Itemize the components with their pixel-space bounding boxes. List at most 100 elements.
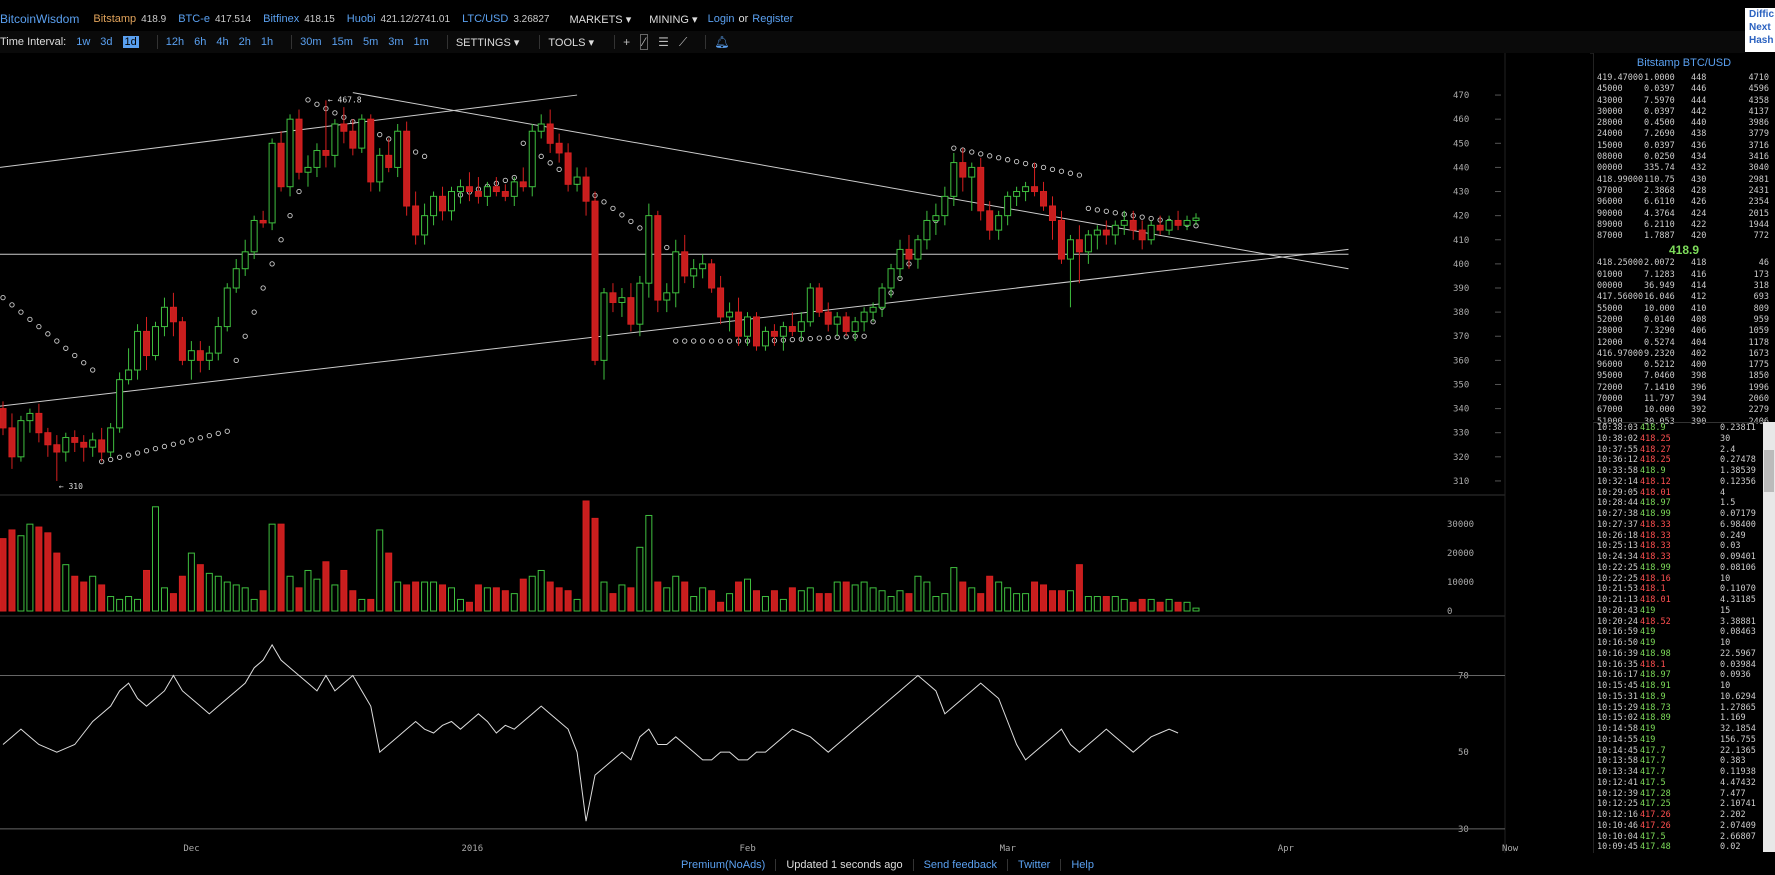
ticker-4-exchange[interactable]: LTC/USD: [462, 13, 509, 25]
sar-dot: [296, 188, 302, 195]
order-book-row: 24000 7.2690 438 3779: [1594, 129, 1774, 140]
fibonacci-icon[interactable]: ⟋: [678, 34, 688, 49]
trade-price: 417.7: [1640, 745, 1666, 756]
candle-body: [89, 439, 97, 448]
candle-body: [941, 195, 949, 217]
candle-body: [1013, 191, 1021, 197]
trades-scrollbar[interactable]: [1763, 422, 1775, 852]
help-link[interactable]: Help: [1060, 859, 1104, 871]
volume-bar: [645, 514, 653, 612]
settings-menu[interactable]: SETTINGS ▾: [455, 36, 520, 49]
register-link[interactable]: Register: [752, 13, 794, 25]
interval-1h[interactable]: 1h: [260, 36, 274, 48]
level-cell: 424: [1691, 208, 1707, 219]
trade-time: 10:16:39: [1597, 648, 1638, 659]
sar-dot: [152, 445, 159, 452]
trade-amount: 0.11938: [1720, 767, 1756, 777]
alarm-bell-icon[interactable]: 🔔︎: [714, 35, 730, 49]
interval-4h[interactable]: 4h: [216, 36, 229, 48]
candle-body: [412, 205, 420, 236]
trade-row: 10:16:35 418.1 0.03984: [1594, 660, 1764, 671]
amount-cell: 0.0397: [1644, 106, 1675, 117]
interval-2h[interactable]: 2h: [238, 36, 251, 48]
ticker-2-exchange[interactable]: Bitfinex: [263, 13, 300, 25]
difficulty-box[interactable]: Diffic Next Hash: [1745, 8, 1775, 52]
interval-3d[interactable]: 3d: [100, 36, 113, 48]
ticker-3-exchange[interactable]: Huobi: [346, 13, 376, 25]
price-cell: 12000: [1597, 337, 1623, 348]
premium-link[interactable]: Premium(NoAds): [681, 859, 766, 871]
volume-bar: [1066, 590, 1074, 612]
sar-dot: [996, 155, 1002, 161]
candle-body: [1093, 229, 1101, 236]
hash-label: Hash: [1749, 35, 1774, 46]
trendline: [0, 248, 1349, 407]
ticker-0-exchange[interactable]: Bitstamp: [93, 13, 137, 25]
trade-price: 417.7: [1640, 756, 1666, 767]
sar-dot: [81, 360, 87, 366]
scrollbar-thumb[interactable]: [1764, 450, 1774, 492]
candle-body: [80, 441, 88, 448]
top-bar: BitcoinWisdom Bitstamp 418.9 BTC-e 417.514 B…: [0, 8, 1745, 30]
candle-body: [169, 306, 177, 323]
trade-price: 419: [1640, 734, 1656, 745]
sar-dot: [412, 149, 419, 155]
level-cell: 440: [1691, 118, 1707, 129]
trade-time: 10:15:31: [1597, 691, 1638, 702]
volume-bar: [1165, 598, 1173, 612]
volume-bar: [376, 529, 384, 612]
order-book: Bitstamp BTC/USD 419.47000 1.0000 448 4710 4…: [1593, 53, 1774, 427]
interval-15m[interactable]: 15m: [331, 36, 353, 48]
crosshair-icon[interactable]: +: [623, 35, 631, 49]
tools-menu[interactable]: TOOLS ▾: [548, 36, 595, 49]
price-tick-label: 350: [1453, 380, 1469, 390]
ticker-1-exchange[interactable]: BTC-e: [178, 13, 210, 25]
interval-6h[interactable]: 6h: [194, 36, 207, 48]
interval-30m[interactable]: 30m: [300, 36, 322, 48]
candle-body: [430, 195, 438, 217]
price-annotation: ← 310: [59, 482, 83, 491]
volume-bar: [277, 523, 285, 612]
volume-bar: [977, 593, 985, 612]
volume-bar: [761, 596, 769, 612]
candle-body: [1174, 219, 1182, 226]
trade-amount: 0.27478: [1720, 455, 1756, 466]
interval-1m[interactable]: 1m: [413, 36, 429, 48]
candle-body: [53, 444, 61, 453]
markets-menu[interactable]: MARKETS ▾: [569, 13, 632, 26]
send-feedback-link[interactable]: Send feedback: [912, 859, 1007, 871]
total-cell: 4358: [1748, 95, 1769, 106]
login-link[interactable]: Login: [707, 13, 735, 25]
trade-history[interactable]: 10:38:03 418.9 0.23811 10:38:02 418.25 30 10:3…: [1593, 422, 1764, 853]
price-chart[interactable]: 310 320 330 340 350 360 370 380 390 400 410 420 430 4…: [0, 53, 1590, 853]
volume-bar: [779, 598, 787, 612]
trade-row: 10:15:45 418.91 10: [1594, 681, 1764, 692]
trade-time: 10:20:43: [1597, 605, 1638, 616]
trade-row: 10:37:55 418.27 2.4: [1594, 445, 1764, 456]
volume-bar: [403, 584, 411, 612]
volume-bar: [923, 581, 931, 612]
candle-body: [1129, 219, 1137, 231]
trade-price: 419: [1640, 627, 1656, 638]
trade-time: 10:12:16: [1597, 810, 1638, 820]
hlines-icon[interactable]: ☰: [658, 35, 669, 49]
volume-bar: [654, 581, 662, 612]
trade-price: 419: [1640, 605, 1656, 616]
sar-dot: [287, 212, 293, 219]
candle-body: [349, 130, 357, 149]
interval-1w[interactable]: 1w: [76, 36, 91, 48]
interval-1d[interactable]: 1d: [122, 36, 139, 48]
interval-3m[interactable]: 3m: [388, 36, 404, 48]
volume-bar: [232, 584, 240, 612]
trade-row: 10:20:43 419 15: [1594, 606, 1764, 617]
interval-12h[interactable]: 12h: [165, 36, 185, 48]
mining-menu[interactable]: MINING ▾: [649, 13, 698, 26]
twitter-link[interactable]: Twitter: [1006, 859, 1060, 871]
sar-dot: [224, 428, 230, 434]
candle-body: [761, 330, 769, 347]
sar-dot: [278, 237, 284, 243]
trade-row: 10:13:34 417.7 0.11938: [1594, 767, 1764, 778]
trendline-icon[interactable]: ⁄: [640, 34, 649, 50]
brand-logo[interactable]: BitcoinWisdom: [0, 12, 80, 26]
interval-5m[interactable]: 5m: [362, 36, 379, 48]
